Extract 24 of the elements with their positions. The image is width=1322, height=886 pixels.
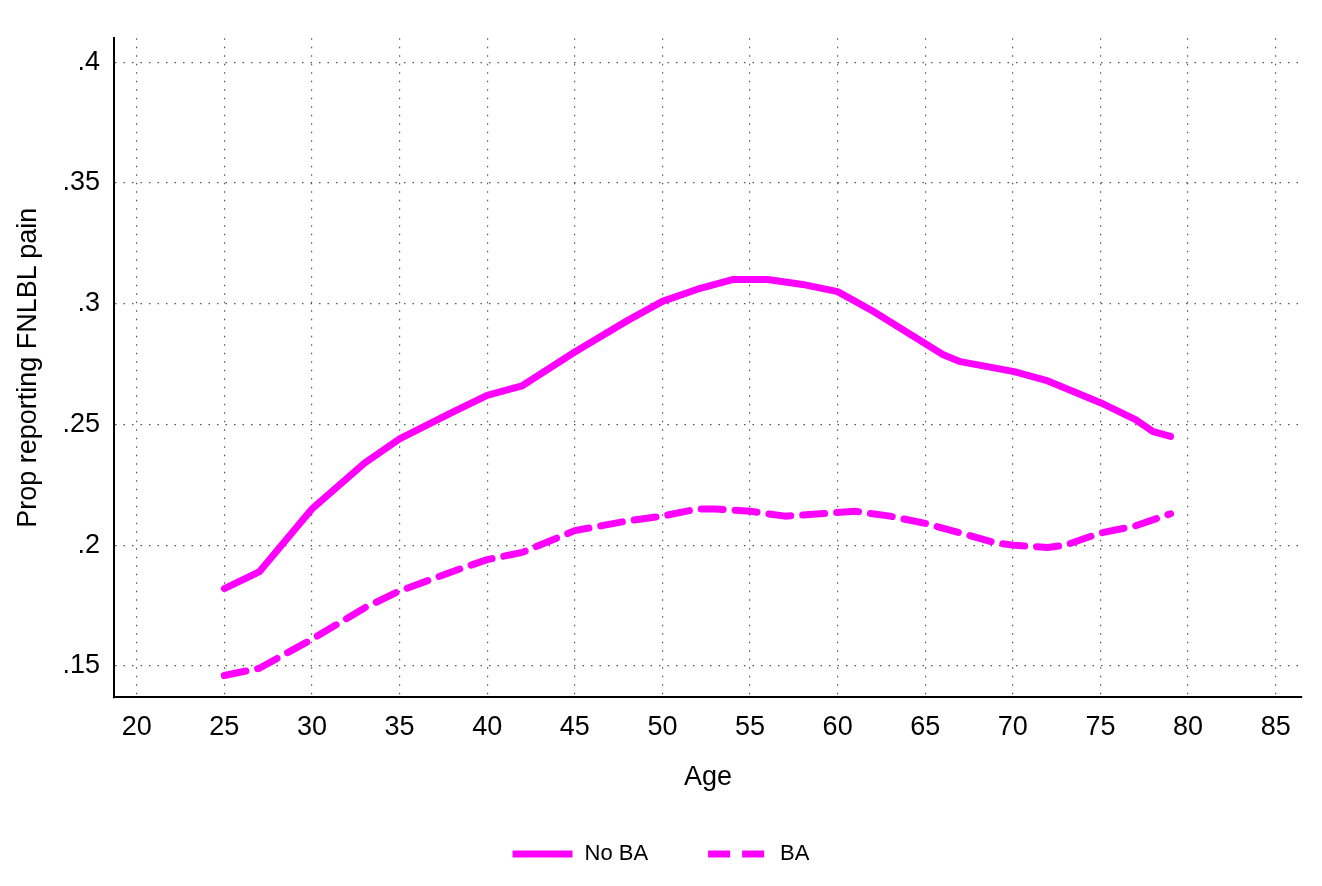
x-axis-title: Age [683,761,732,792]
x-tick-label: 30 [296,710,327,741]
x-tick-label: 50 [647,710,678,741]
x-tick-label: 60 [822,710,853,741]
legend-label: BA [780,840,810,866]
x-tick-label: 25 [209,710,240,741]
x-tick-label: 80 [1173,710,1204,741]
x-tick-label: 85 [1260,710,1291,741]
y-tick-label: .2 [77,528,100,559]
x-tick-label: 35 [384,710,415,741]
x-tick-label: 20 [121,710,152,741]
y-axis-title: Prop reporting FNLBL pain [11,207,42,528]
y-tick-label: .4 [77,45,100,76]
y-tick-label: .25 [62,407,100,438]
x-tick-label: 70 [997,710,1028,741]
x-tick-label: 40 [472,710,503,741]
legend-label: No BA [584,840,649,866]
x-tick-label: 45 [559,710,590,741]
x-tick-label: 55 [735,710,766,741]
y-tick-label: .3 [77,287,100,318]
y-tick-label: .35 [62,166,100,197]
y-tick-label: .15 [62,649,100,680]
x-tick-label: 65 [910,710,941,741]
x-tick-label: 75 [1085,710,1116,741]
